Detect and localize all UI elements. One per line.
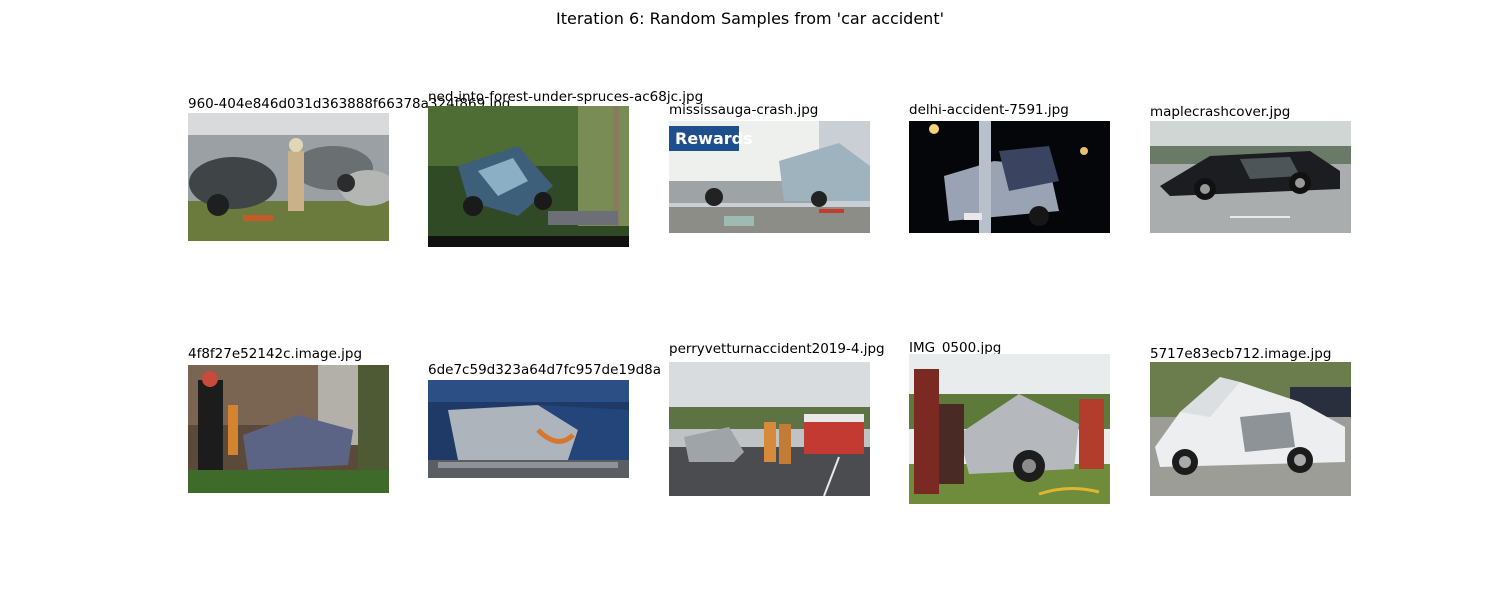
- sample-photo: Rewards: [669, 121, 870, 233]
- sample-filename: ned-into-forest-under-spruces-ac68jc.jpg: [428, 89, 704, 105]
- sample-filename: 5717e83ecb712.image.jpg: [1150, 346, 1332, 362]
- sample-photo: [428, 380, 629, 478]
- sample-filename: 6de7c59d323a64d7fc957de19d8a: [428, 362, 662, 378]
- sample-photo: [188, 365, 389, 493]
- sample-photo: [909, 354, 1110, 504]
- sample-filename: delhi-accident-7591.jpg: [909, 102, 1069, 118]
- sample-photo: [669, 362, 870, 496]
- sample-filename: IMG_0500.jpg: [909, 340, 1002, 356]
- sample-photo: [428, 106, 629, 247]
- sample-photo: [1150, 121, 1351, 233]
- svg-text:Rewards: Rewards: [675, 129, 753, 148]
- sample-filename: perryvetturnaccident2019-4.jpg: [669, 341, 885, 357]
- sample-filename: mississauga-crash.jpg: [669, 102, 819, 118]
- sample-photo: [909, 121, 1110, 233]
- sample-photo: [188, 113, 389, 241]
- sample-filename: maplecrashcover.jpg: [1150, 104, 1291, 120]
- sample-filename: 4f8f27e52142c.image.jpg: [188, 346, 363, 362]
- figure-title: Iteration 6: Random Samples from 'car ac…: [556, 9, 944, 28]
- sample-photo: [1150, 362, 1351, 496]
